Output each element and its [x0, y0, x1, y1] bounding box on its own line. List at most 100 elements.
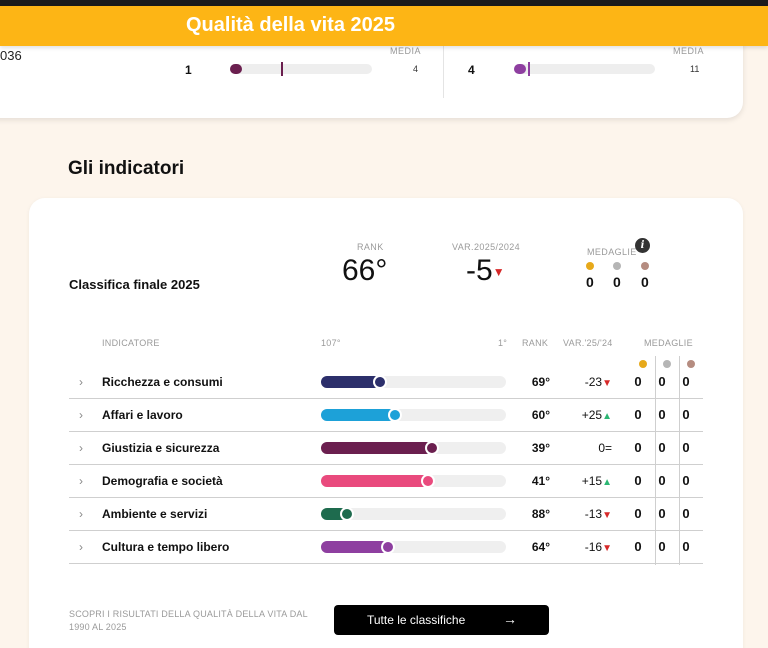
indicator-variation-value: -16 [584, 540, 603, 554]
bronze-medal-icon [687, 360, 695, 368]
indicator-bar [321, 441, 506, 455]
indicator-bar-knob [425, 441, 439, 455]
gold-medal-icon [639, 360, 647, 368]
row-divider [69, 530, 703, 531]
medals-column-header: MEDAGLIE [644, 338, 693, 348]
row-divider [69, 497, 703, 498]
indicator-rank: 64° [531, 540, 550, 554]
bronze-medal-icon [641, 262, 649, 270]
indicator-medal-count: 0 [658, 407, 666, 422]
indicator-row[interactable]: › Cultura e tempo libero 64° -16▼ 0 0 0 [69, 531, 703, 564]
indicator-name: Affari e lavoro [102, 408, 183, 422]
gold-medal-count: 0 [586, 274, 594, 290]
silver-medal-icon [613, 262, 621, 270]
media-marker [281, 62, 283, 76]
indicator-bar [321, 474, 506, 488]
row-divider [69, 431, 703, 432]
indicator-bar-knob [373, 375, 387, 389]
scale-right-label: 1° [498, 338, 508, 348]
indicator-medal-count: 0 [634, 539, 642, 554]
variation-label: VAR.2025/2024 [452, 242, 521, 252]
indicator-bar-knob [388, 408, 402, 422]
arrow-down-icon: ▼ [602, 510, 612, 521]
chevron-right-icon[interactable]: › [79, 507, 83, 521]
indicator-variation: +15▲ [562, 474, 612, 488]
media-marker [528, 62, 530, 76]
indicator-variation: -16▼ [562, 540, 612, 554]
indicator-bar [321, 507, 506, 521]
indicator-rank: 88° [531, 507, 550, 521]
header-title: Qualità della vita 2025 [186, 14, 395, 36]
indicator-row[interactable]: › Ricchezza e consumi 69° -23▼ 0 0 0 [69, 366, 703, 399]
rank-column-header: RANK [522, 338, 549, 348]
indicator-row[interactable]: › Demografia e società 41° +15▲ 0 0 0 [69, 465, 703, 498]
indicator-variation-value: +15 [581, 474, 603, 488]
indicator-bar-fill [321, 376, 380, 388]
indicator-bar-fill [321, 475, 428, 487]
chevron-right-icon[interactable]: › [79, 540, 83, 554]
indicator-rank: 69° [531, 375, 550, 389]
final-variation-value: -5 [466, 254, 493, 287]
indicator-medal-count: 0 [634, 407, 642, 422]
row-divider [69, 563, 703, 564]
comparison-value: 4 [413, 64, 419, 74]
indicators-card: Classifica finale 2025 RANK 66° VAR.2025… [29, 198, 743, 648]
comparison-left-value: 036 [0, 48, 22, 63]
history-note: SCOPRI I RISULTATI DELLA QUALITÀ DELLA V… [69, 609, 308, 632]
variation-column-header: VAR.'25/'24 [563, 338, 613, 348]
bronze-medal-count: 0 [641, 274, 649, 290]
indicator-bar-knob [340, 507, 354, 521]
indicator-medal-count: 0 [682, 473, 690, 488]
divider [443, 44, 444, 98]
indicator-medal-count: 0 [682, 440, 690, 455]
comparison-bar-fill [514, 64, 526, 74]
arrow-down-icon: ▼ [602, 543, 612, 554]
arrow-down-icon: ▼ [602, 378, 612, 389]
header-banner: Qualità della vita 2025 [0, 6, 768, 46]
all-rankings-button[interactable]: Tutte le classifiche → [334, 605, 549, 635]
indicator-variation-value: +25 [581, 408, 603, 422]
chevron-right-icon[interactable]: › [79, 408, 83, 422]
indicator-variation: -13▼ [562, 507, 612, 521]
indicator-rank: 39° [531, 441, 550, 455]
indicator-bar-fill [321, 442, 432, 454]
indicator-medal-count: 0 [658, 440, 666, 455]
chevron-right-icon[interactable]: › [79, 375, 83, 389]
comparison-bar [514, 62, 655, 76]
scale-left-label: 107° [321, 338, 341, 348]
media-label: MEDIA [673, 46, 705, 56]
media-label: MEDIA [390, 46, 422, 56]
indicator-row[interactable]: › Affari e lavoro 60° +25▲ 0 0 0 [69, 399, 703, 432]
medals-label: MEDAGLIE [587, 247, 637, 257]
indicator-name: Cultura e tempo libero [102, 540, 230, 554]
silver-medal-count: 0 [613, 274, 621, 290]
indicator-medal-count: 0 [682, 374, 690, 389]
indicator-name: Ricchezza e consumi [102, 375, 223, 389]
top-bar [0, 0, 768, 6]
medal-column-divider [655, 356, 656, 565]
indicator-bar [321, 375, 506, 389]
indicator-bar [321, 408, 506, 422]
info-icon[interactable]: i [635, 238, 650, 253]
chevron-right-icon[interactable]: › [79, 441, 83, 455]
indicator-row[interactable]: › Giustizia e sicurezza 39° 0= 0 0 0 [69, 432, 703, 465]
indicator-medal-count: 0 [634, 473, 642, 488]
indicator-bar-fill [321, 541, 388, 553]
gold-medal-icon [586, 262, 594, 270]
indicator-variation: 0= [562, 441, 612, 455]
chevron-right-icon[interactable]: › [79, 474, 83, 488]
comparison-rank: 1 [185, 63, 192, 77]
indicator-bar [321, 540, 506, 554]
indicator-row[interactable]: › Ambiente e servizi 88° -13▼ 0 0 0 [69, 498, 703, 531]
indicator-variation: -23▼ [562, 375, 612, 389]
row-divider [69, 464, 703, 465]
indicator-medal-count: 0 [658, 473, 666, 488]
arrow-down-icon: ▼ [492, 265, 505, 280]
indicator-medal-count: 0 [682, 407, 690, 422]
indicator-variation-value: -23 [584, 375, 603, 389]
arrow-right-icon: → [503, 611, 517, 627]
comparison-bar-fill [230, 64, 242, 74]
indicator-variation-value: -13 [584, 507, 603, 521]
final-variation: -5▼ [466, 254, 505, 288]
final-rank-value: 66° [342, 254, 388, 287]
